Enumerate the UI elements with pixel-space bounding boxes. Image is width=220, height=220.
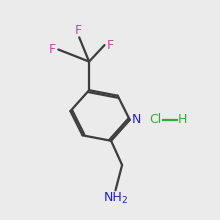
Text: F: F: [107, 38, 114, 52]
Text: F: F: [49, 43, 56, 56]
Text: N: N: [131, 113, 141, 126]
Text: Cl: Cl: [149, 113, 161, 126]
Text: NH: NH: [104, 191, 123, 204]
Text: 2: 2: [121, 196, 127, 205]
Text: H: H: [178, 113, 187, 126]
Text: F: F: [75, 24, 82, 37]
